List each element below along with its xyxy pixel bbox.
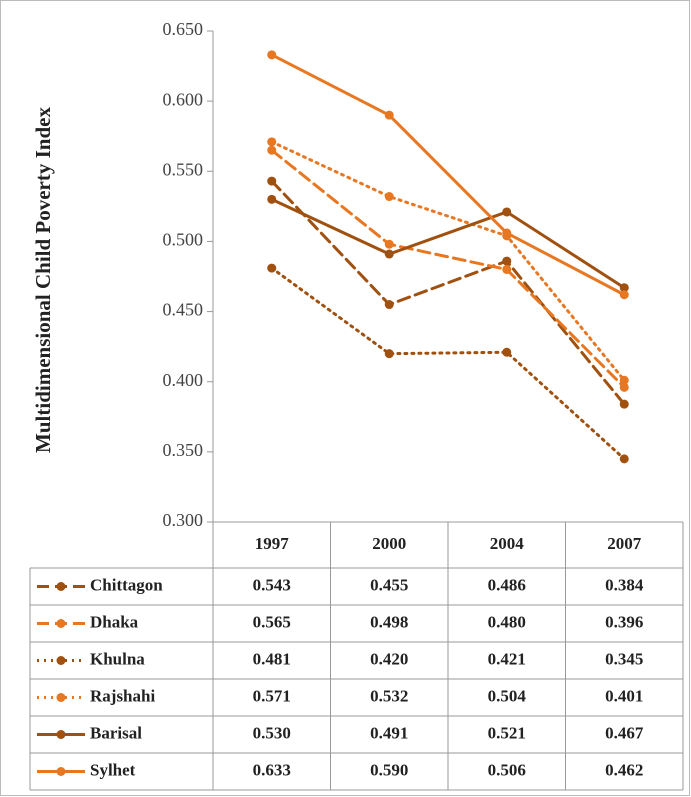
table-value: 0.345 [605,649,643,668]
y-tick-label: 0.400 [163,370,204,390]
x-tick-label: 2000 [372,534,406,553]
point [619,375,629,385]
y-tick-label: 0.350 [163,440,204,460]
series-line [270,53,626,297]
series-line [270,266,626,461]
point [384,192,394,202]
table-value: 0.480 [488,612,526,631]
table-value: 0.571 [253,686,291,705]
point [619,283,629,293]
table-value: 0.521 [488,723,526,742]
legend-marker [56,767,66,776]
point [267,50,277,60]
table-value: 0.467 [605,723,644,742]
series-line [270,140,626,382]
point [502,264,512,274]
y-tick-label: 0.650 [163,19,204,39]
point [619,399,629,409]
legend-label: Sylhet [90,760,136,779]
x-tick-label: 2004 [490,534,525,553]
table-value: 0.633 [253,760,291,779]
point [267,137,277,147]
table-value: 0.421 [488,649,526,668]
point [267,145,277,155]
legend-label: Rajshahi [90,686,155,705]
y-tick-label: 0.600 [163,89,204,109]
legend-marker [56,656,66,665]
table-value: 0.384 [605,575,644,594]
table-value: 0.491 [370,723,408,742]
point [619,290,629,300]
table-value: 0.481 [253,649,291,668]
series-line [270,197,626,290]
legend-label: Barisal [90,723,142,742]
point [384,349,394,359]
y-axis-title: Multidimensional Child Poverty Index [31,107,55,453]
legend-label: Chittagon [90,575,163,594]
table-value: 0.530 [253,723,291,742]
point [384,249,394,259]
point [619,454,629,464]
point [267,176,277,186]
legend-marker [56,693,66,702]
table-value: 0.462 [605,760,643,779]
legend-marker [56,730,66,739]
table-value: 0.401 [605,686,643,705]
table-value: 0.498 [370,612,408,631]
point [384,300,394,310]
point [267,263,277,273]
y-tick-label: 0.550 [163,159,204,179]
point [384,110,394,120]
legend-marker [56,619,66,628]
x-tick-label: 1997 [255,534,290,553]
y-tick-label: 0.300 [163,510,204,530]
point [502,207,512,217]
series-line [270,148,626,389]
table-value: 0.504 [488,686,527,705]
table-value: 0.543 [253,575,291,594]
table-value: 0.506 [488,760,526,779]
series-line [270,179,626,406]
legend-label: Dhaka [90,612,139,631]
point [502,228,512,238]
y-tick-label: 0.500 [163,230,204,250]
point [267,194,277,204]
table-value: 0.590 [370,760,408,779]
table-value: 0.455 [370,575,408,594]
table-value: 0.420 [370,649,408,668]
point [384,239,394,249]
x-tick-label: 2007 [607,534,642,553]
legend-label: Khulna [90,649,145,668]
legend-marker [56,582,66,591]
y-tick-label: 0.450 [163,300,204,320]
point [502,347,512,357]
point [619,382,629,392]
table-value: 0.565 [253,612,291,631]
table-value: 0.396 [605,612,643,631]
table-value: 0.532 [370,686,408,705]
table-value: 0.486 [488,575,526,594]
point [502,256,512,266]
